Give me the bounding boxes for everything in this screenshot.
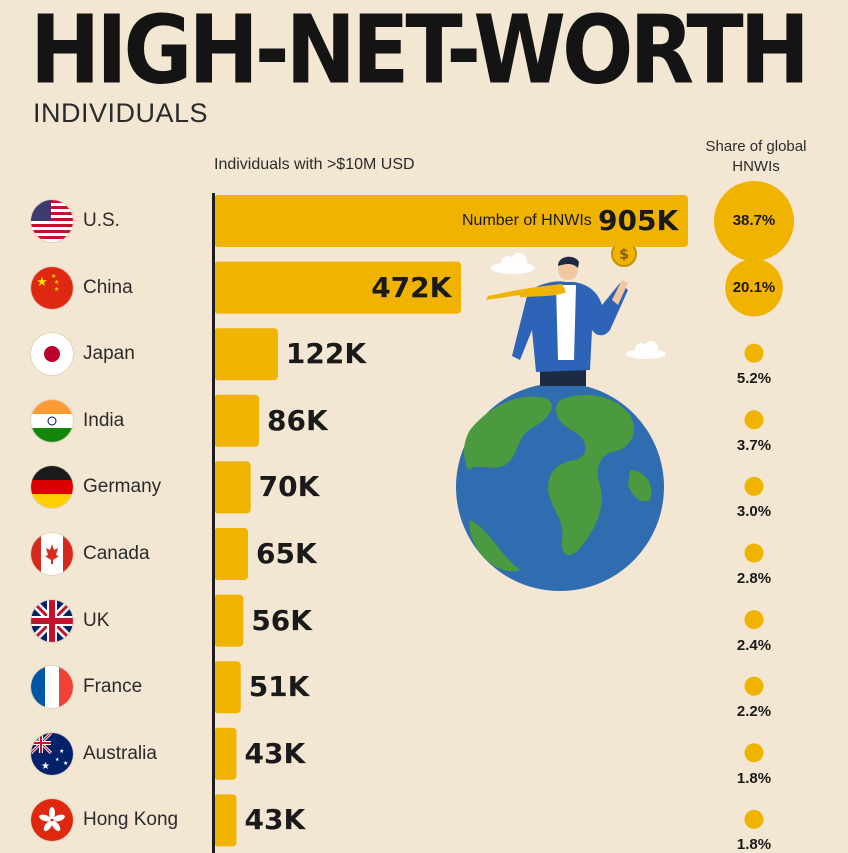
businessman-on-globe-icon: $ bbox=[456, 241, 666, 591]
value-label: 43K bbox=[244, 736, 306, 770]
share-label: 1.8% bbox=[736, 836, 772, 853]
category-label: France bbox=[83, 676, 143, 698]
share-bubble-6 bbox=[744, 610, 764, 630]
category-label: UK bbox=[83, 609, 110, 631]
bars-header: Individuals with >$10M USD bbox=[214, 156, 415, 173]
japan-flag-icon bbox=[31, 333, 73, 376]
share-bubble-0 bbox=[714, 181, 794, 261]
australia-flag-icon: ★ ★ ★ ★ bbox=[31, 732, 73, 775]
category-label: Canada bbox=[83, 543, 150, 564]
svg-text:$: $ bbox=[619, 247, 629, 263]
china-flag-icon: ★ ★ ★ ★ bbox=[31, 266, 73, 309]
svg-text:★: ★ bbox=[59, 748, 64, 755]
bar-4 bbox=[214, 461, 251, 514]
bar-3 bbox=[214, 394, 260, 447]
value-label: 472K bbox=[371, 270, 452, 304]
category-label: China bbox=[83, 276, 133, 298]
svg-text:★: ★ bbox=[51, 273, 56, 280]
category-label: India bbox=[83, 409, 125, 431]
share-bubble-2 bbox=[744, 343, 764, 363]
bar-1 bbox=[214, 261, 462, 314]
uk-flag-icon bbox=[31, 599, 73, 642]
share-bubble-3 bbox=[744, 410, 764, 430]
category-label: U.S. bbox=[83, 210, 120, 231]
svg-text:★: ★ bbox=[63, 760, 68, 767]
bar-5 bbox=[214, 528, 249, 580]
share-label: 3.7% bbox=[736, 436, 772, 454]
value-label: 65K bbox=[256, 537, 317, 570]
share-label: 3.0% bbox=[736, 503, 772, 521]
share-bubble-7 bbox=[744, 676, 764, 696]
value-label: 86K bbox=[267, 403, 328, 437]
category-label: Hong Kong bbox=[83, 809, 179, 831]
svg-text:★: ★ bbox=[54, 286, 59, 293]
value-legend: Number of HNWIs bbox=[462, 212, 592, 229]
value-label: 122K bbox=[285, 337, 367, 371]
chart-title: HIGH-NET-WORTH bbox=[30, 0, 810, 105]
bar-9 bbox=[214, 794, 237, 847]
germany-flag-icon bbox=[31, 466, 73, 509]
category-label: Japan bbox=[83, 343, 135, 365]
canada-flag-icon bbox=[31, 533, 73, 575]
svg-text:★: ★ bbox=[36, 274, 48, 289]
share-label: 5.2% bbox=[736, 370, 772, 388]
share-bubble-4 bbox=[744, 476, 764, 496]
share-label: 38.7% bbox=[732, 212, 776, 229]
us-flag-icon bbox=[31, 200, 73, 242]
y-axis-line bbox=[212, 193, 215, 853]
svg-text:★: ★ bbox=[54, 279, 59, 286]
value-label: 43K bbox=[244, 803, 306, 837]
share-label: 2.8% bbox=[736, 570, 772, 587]
share-header: Share of global HNWIs bbox=[705, 138, 807, 175]
india-flag-icon bbox=[31, 399, 73, 442]
value-label: 56K bbox=[251, 603, 312, 637]
hong-kong-flag-icon bbox=[31, 799, 73, 842]
share-label: 2.4% bbox=[736, 636, 772, 654]
bar-0 bbox=[214, 195, 688, 247]
svg-text:★: ★ bbox=[41, 761, 50, 772]
share-label: 2.2% bbox=[736, 703, 772, 721]
value-label: 70K bbox=[258, 470, 320, 504]
share-label: 20.1% bbox=[732, 278, 776, 296]
category-label: Australia bbox=[83, 742, 157, 764]
bar-6 bbox=[214, 594, 244, 647]
bar-7 bbox=[214, 661, 241, 714]
share-bubble-5 bbox=[744, 543, 764, 563]
share-bubble-9 bbox=[744, 809, 764, 829]
share-bubble-1 bbox=[725, 258, 783, 317]
france-flag-icon bbox=[31, 666, 73, 709]
bar-2 bbox=[214, 328, 278, 381]
bar-8 bbox=[214, 727, 237, 780]
value-label: 51K bbox=[248, 670, 310, 704]
chart-subtitle: INDIVIDUALS bbox=[33, 98, 209, 128]
svg-text:★: ★ bbox=[55, 757, 60, 763]
category-label: Germany bbox=[83, 476, 162, 498]
bars-layer bbox=[214, 195, 688, 847]
share-label: 1.8% bbox=[736, 769, 772, 787]
share-bubble-8 bbox=[744, 743, 764, 763]
value-label: 905K bbox=[598, 204, 679, 237]
share-bubbles-layer bbox=[714, 181, 794, 829]
